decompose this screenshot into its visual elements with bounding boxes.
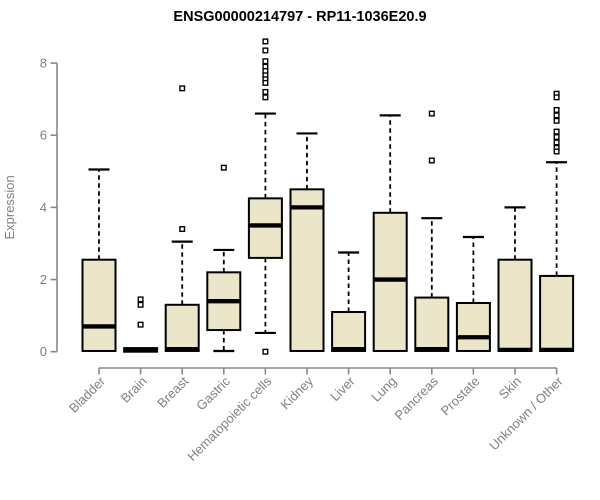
x-label-liver: Liver — [327, 373, 358, 404]
x-label-unknown-other: Unknown / Other — [486, 373, 566, 453]
outlier-unknown-other-7 — [553, 139, 560, 146]
outlier-brain-0 — [137, 296, 144, 303]
y-tick-label-0: 0 — [40, 344, 47, 359]
outlier-unknown-other-4 — [553, 117, 560, 124]
outlier-unknown-other-3 — [553, 112, 560, 119]
outlier-pancreas-1 — [428, 110, 435, 117]
outlier-unknown-other-6 — [553, 134, 560, 141]
chart-title: ENSG00000214797 - RP11-1036E20.9 — [173, 9, 426, 25]
box-hematopoietic-cells — [247, 197, 283, 259]
outlier-hematopoietic-cells-0 — [262, 38, 269, 45]
x-label-prostate: Prostate — [438, 374, 483, 419]
y-tick-label-4: 4 — [40, 200, 47, 215]
outlier-brain-2 — [137, 321, 144, 328]
box-kidney — [289, 188, 325, 352]
box-lung — [372, 211, 408, 352]
x-label-bladder: Bladder — [66, 373, 109, 416]
y-tick-label-8: 8 — [40, 56, 47, 71]
y-tick-label-2: 2 — [40, 272, 47, 287]
y-axis-title: Expression — [2, 175, 17, 239]
x-label-pancreas: Pancreas — [391, 373, 441, 423]
x-label-brain: Brain — [118, 374, 150, 406]
outlier-hematopoietic-cells-1 — [262, 47, 269, 54]
box-bladder — [81, 258, 117, 352]
box-unknown-other — [539, 274, 575, 352]
x-label-gastric: Gastric — [193, 373, 233, 413]
outlier-unknown-other-9 — [553, 148, 560, 155]
x-label-skin: Skin — [496, 374, 524, 402]
outlier-unknown-other-2 — [553, 106, 560, 113]
y-tick-label-6: 6 — [40, 128, 47, 143]
outlier-unknown-other-5 — [553, 128, 560, 135]
box-prostate — [455, 301, 491, 352]
x-label-breast: Breast — [154, 373, 191, 410]
outlier-hematopoietic-cells-8 — [262, 88, 269, 95]
box-breast — [164, 303, 200, 352]
outlier-hematopoietic-cells-7 — [262, 79, 269, 86]
outlier-hematopoietic-cells-10 — [262, 348, 269, 355]
box-skin — [497, 258, 533, 352]
outlier-breast-0 — [179, 226, 186, 233]
x-label-lung: Lung — [368, 374, 399, 405]
box-pancreas — [414, 296, 450, 352]
outlier-hematopoietic-cells-2 — [262, 58, 269, 65]
outlier-pancreas-0 — [428, 157, 435, 164]
outlier-brain-1 — [137, 301, 144, 308]
outlier-hematopoietic-cells-9 — [262, 94, 269, 101]
outlier-breast-1 — [179, 85, 186, 92]
x-label-kidney: Kidney — [277, 373, 316, 412]
outlier-gastric-0 — [220, 164, 227, 171]
outlier-unknown-other-1 — [553, 94, 560, 101]
box-liver — [331, 311, 367, 352]
